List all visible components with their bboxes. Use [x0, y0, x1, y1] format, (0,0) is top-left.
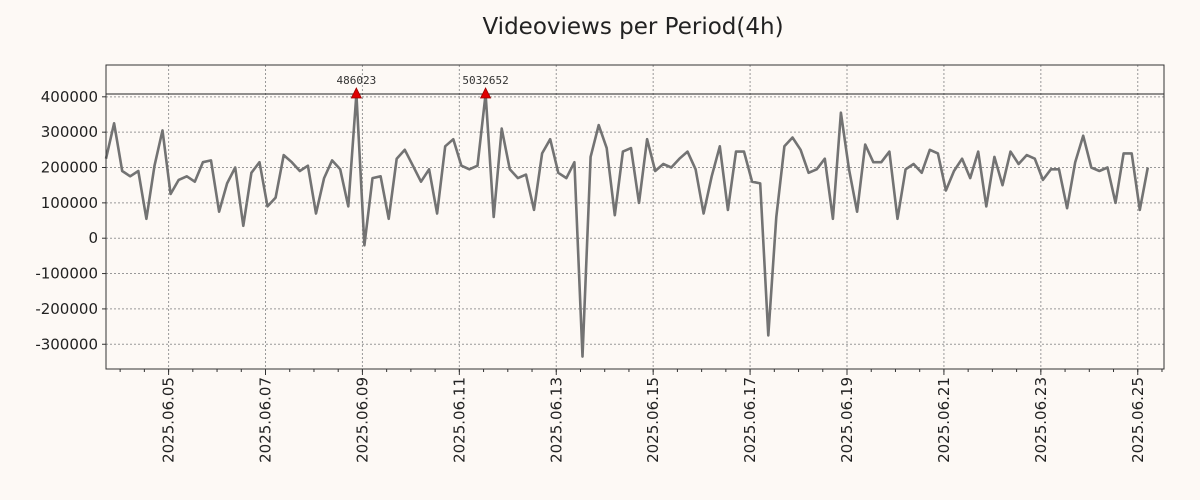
x-tick-label: 2025.06.23: [1032, 377, 1050, 463]
y-tick-label: 300000: [41, 123, 98, 141]
peak-annotation-label: 486023: [336, 74, 376, 87]
peak-annotation-label: 5032652: [462, 74, 508, 87]
x-tick-label: 2025.06.09: [353, 377, 371, 463]
x-tick-label: 2025.06.05: [160, 377, 178, 463]
y-tick-label: -200000: [35, 300, 98, 318]
y-tick-label: 400000: [41, 88, 98, 106]
y-tick-label: -100000: [35, 265, 98, 283]
peak-marker: [350, 87, 363, 99]
plot-frame: [105, 64, 1165, 370]
y-tick-label: 200000: [41, 159, 98, 177]
x-tick-label: 2025.06.07: [257, 377, 275, 463]
x-tick-label: 2025.06.13: [547, 377, 565, 463]
peak-marker: [479, 87, 492, 99]
x-tick-label: 2025.06.25: [1129, 377, 1147, 463]
y-tick-label: -300000: [35, 335, 98, 353]
y-tick-label: 100000: [41, 194, 98, 212]
x-tick-label: 2025.06.17: [741, 377, 759, 463]
x-tick-label: 2025.06.15: [644, 377, 662, 463]
plot-area: [106, 65, 1164, 369]
x-tick-label: 2025.06.21: [935, 377, 953, 463]
x-tick-label: 2025.06.11: [450, 377, 468, 463]
y-tick-label: 0: [88, 229, 98, 247]
x-tick-label: 2025.06.19: [838, 377, 856, 463]
chart-title: Videoviews per Period(4h): [482, 14, 784, 40]
series-line: [104, 92, 1150, 358]
